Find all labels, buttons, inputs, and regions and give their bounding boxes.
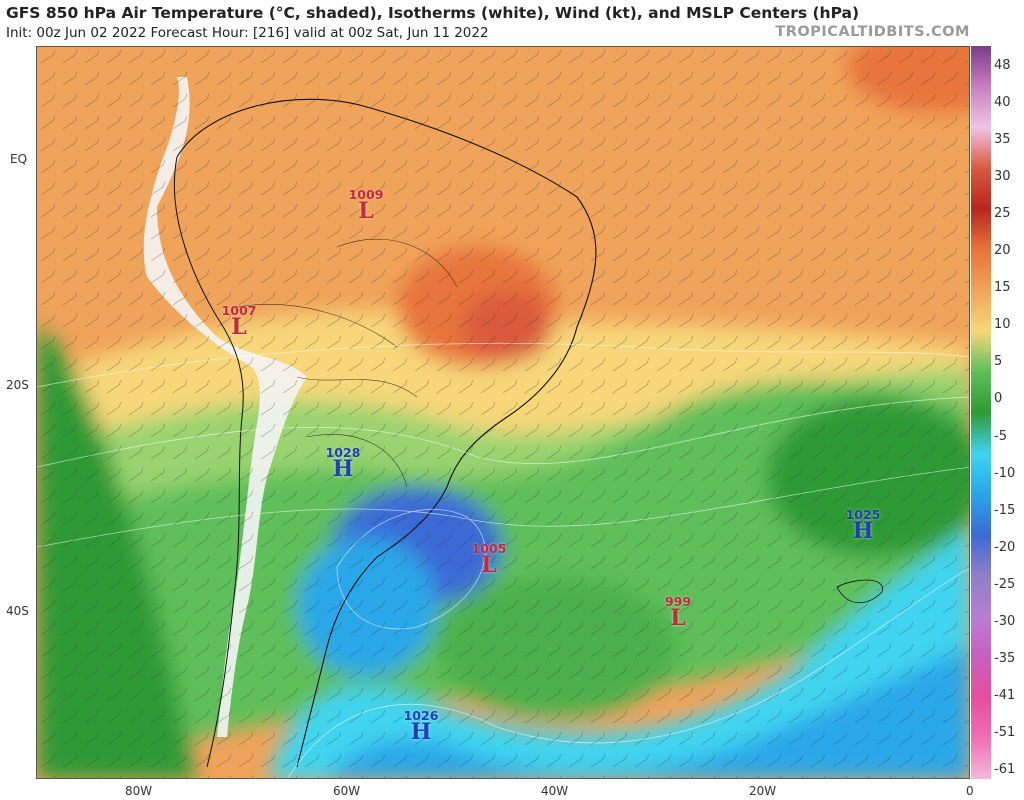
lon-label-60w: 60W — [333, 784, 361, 798]
low-pressure-center: 1009 L — [348, 187, 384, 224]
low-pressure-center: 999 L — [664, 594, 692, 631]
lat-label-eq: EQ — [10, 152, 28, 166]
colorbar-tick-label: -20 — [994, 539, 1016, 555]
high-pressure-center: 1026 H — [403, 708, 439, 745]
lon-label-0: 0 — [966, 784, 974, 798]
lon-label-80w: 80W — [125, 784, 153, 798]
weather-map: 1009 L 1007 L 1028 H 1005 L 999 L 1025 H… — [36, 46, 970, 779]
lat-label-20s: 20S — [6, 378, 29, 392]
colorbar-tick-label: 15 — [994, 280, 1011, 296]
low-pressure-center: 1007 L — [221, 303, 257, 340]
low-pressure-center: 1005 L — [471, 541, 507, 578]
colorbar-tick-label: -61 — [994, 762, 1016, 777]
high-pressure-center: 1025 H — [845, 507, 881, 544]
colorbar-tick-label: -41 — [994, 687, 1016, 703]
colorbar-tick-label: 0 — [994, 391, 1003, 407]
colorbar-tick-label: -15 — [994, 502, 1016, 518]
temperature-colorbar — [971, 46, 991, 779]
colorbar-tick-label: -35 — [994, 650, 1016, 666]
colorbar-tick-label: -30 — [994, 613, 1016, 629]
map-field — [37, 47, 969, 778]
colorbar-tick-label: 20 — [994, 243, 1011, 259]
colorbar-tick-label: -10 — [994, 465, 1016, 481]
colorbar-tick-label: 48 — [994, 58, 1011, 73]
colorbar-tick-label: 35 — [994, 132, 1011, 148]
colorbar-tick-label: -25 — [994, 576, 1016, 592]
high-pressure-center: 1028 H — [325, 445, 361, 482]
lon-label-20w: 20W — [749, 784, 777, 798]
colorbar-tick-label: -51 — [994, 724, 1016, 740]
colorbar-tick-label: -5 — [994, 428, 1007, 444]
colorbar-tick-label: 5 — [994, 354, 1003, 370]
lon-label-40w: 40W — [541, 784, 569, 798]
colorbar-tick-label: 30 — [994, 169, 1011, 185]
site-credit[interactable]: TROPICALTIDBITS.COM — [775, 24, 970, 40]
lat-label-40s: 40S — [6, 604, 29, 618]
colorbar-tick-label: 25 — [994, 206, 1011, 222]
colorbar-tick-label: 10 — [994, 317, 1011, 333]
chart-title: GFS 850 hPa Air Temperature (°C, shaded)… — [6, 4, 860, 22]
chart-subtitle: Init: 00z Jun 02 2022 Forecast Hour: [21… — [6, 25, 489, 41]
colorbar-tick-label: 40 — [994, 95, 1011, 111]
